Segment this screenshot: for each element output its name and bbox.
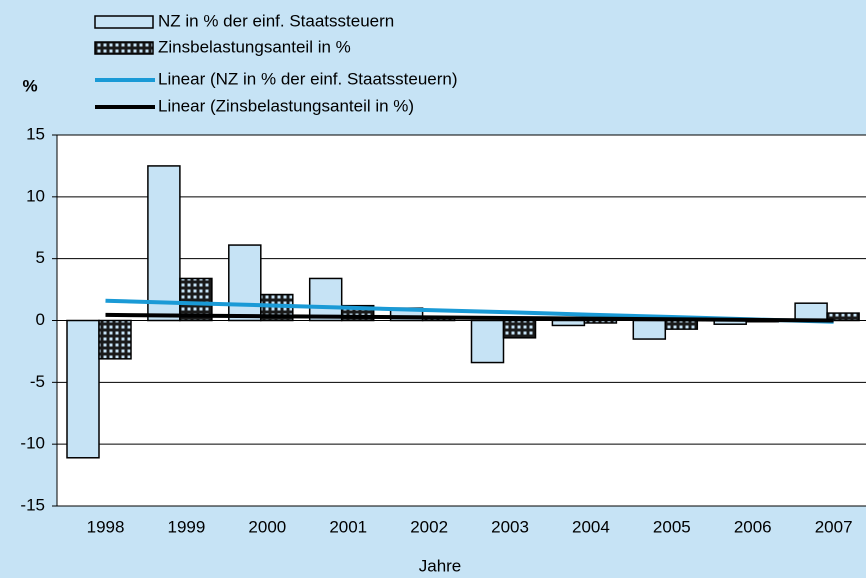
legend-swatch: [94, 41, 154, 55]
bar: [551, 319, 586, 327]
legend-label: Linear (NZ in % der einf. Staatssteuern): [158, 69, 458, 88]
y-tick-label: -5: [30, 372, 45, 391]
bar: [826, 312, 860, 322]
y-tick-label: 10: [26, 186, 45, 205]
bar: [794, 302, 828, 322]
x-tick-label: 2004: [572, 517, 610, 536]
bar: [308, 277, 343, 322]
bar: [98, 319, 132, 360]
y-tick-label: -15: [20, 495, 45, 514]
y-tick-label: 15: [26, 124, 45, 143]
y-tick-label: 5: [36, 248, 45, 267]
x-tick-label: 2002: [410, 517, 448, 536]
x-axis-label: Jahre: [419, 556, 462, 575]
bar: [228, 244, 262, 322]
x-tick-label: 2005: [653, 517, 691, 536]
bar: [66, 319, 100, 459]
x-tick-label: 1999: [168, 517, 206, 536]
legend-label: NZ in % der einf. Staatssteuern: [158, 11, 394, 30]
trend-line: [105, 312, 834, 323]
bar: [147, 165, 181, 322]
bar: [664, 319, 699, 330]
bar: [583, 319, 618, 324]
y-tick-label: -10: [20, 434, 45, 453]
legend-label: Zinsbelastungsanteil in %: [158, 37, 351, 56]
legend-swatch: [94, 15, 154, 29]
x-tick-label: 2007: [815, 517, 853, 536]
legend-label: Linear (Zinsbelastungsanteil in %): [158, 96, 414, 115]
bar: [470, 319, 505, 364]
bar: [179, 277, 213, 322]
y-tick-label: 0: [36, 310, 45, 329]
y-axis-label: %: [22, 76, 37, 95]
bar: [502, 319, 537, 339]
x-tick-label: 2003: [491, 517, 529, 536]
x-tick-label: 1998: [87, 517, 125, 536]
x-tick-label: 2001: [329, 517, 367, 536]
x-tick-label: 2000: [248, 517, 286, 536]
x-tick-label: 2006: [734, 517, 772, 536]
bar: [632, 319, 667, 340]
